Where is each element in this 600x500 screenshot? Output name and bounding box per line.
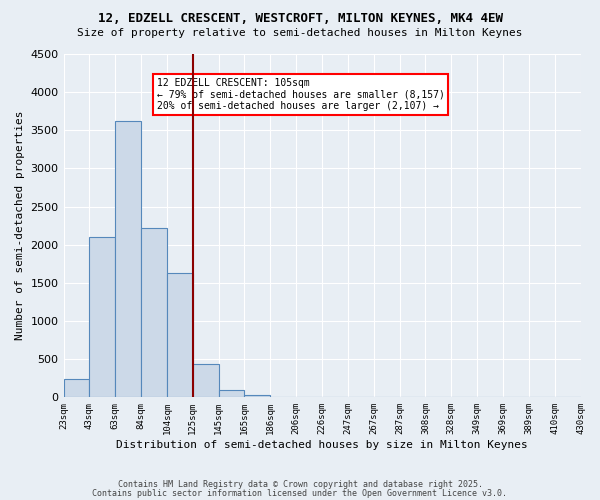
Text: 12 EDZELL CRESCENT: 105sqm
← 79% of semi-detached houses are smaller (8,157)
20%: 12 EDZELL CRESCENT: 105sqm ← 79% of semi… <box>157 78 445 111</box>
Bar <box>244 394 271 398</box>
X-axis label: Distribution of semi-detached houses by size in Milton Keynes: Distribution of semi-detached houses by … <box>116 440 528 450</box>
Bar <box>193 364 218 398</box>
Text: Contains HM Land Registry data © Crown copyright and database right 2025.: Contains HM Land Registry data © Crown c… <box>118 480 482 489</box>
Bar <box>89 237 115 398</box>
Bar <box>218 390 244 398</box>
Text: Contains public sector information licensed under the Open Government Licence v3: Contains public sector information licen… <box>92 489 508 498</box>
Text: Size of property relative to semi-detached houses in Milton Keynes: Size of property relative to semi-detach… <box>77 28 523 38</box>
Text: 12, EDZELL CRESCENT, WESTCROFT, MILTON KEYNES, MK4 4EW: 12, EDZELL CRESCENT, WESTCROFT, MILTON K… <box>97 12 503 26</box>
Bar <box>167 273 193 398</box>
Bar <box>115 121 141 398</box>
Bar <box>141 228 167 398</box>
Bar <box>64 379 89 398</box>
Y-axis label: Number of semi-detached properties: Number of semi-detached properties <box>15 111 25 340</box>
